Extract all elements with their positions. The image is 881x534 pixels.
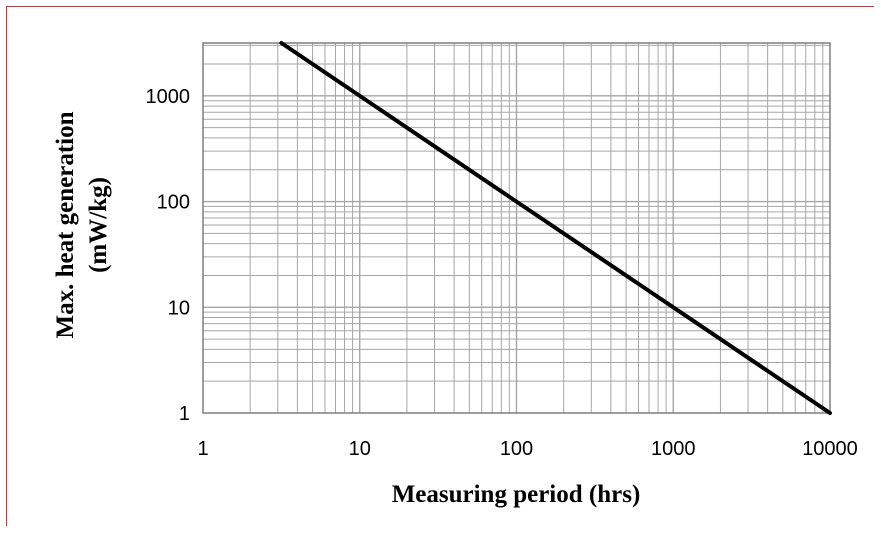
x-tick-label: 100 (500, 438, 533, 460)
y-tick-labels: 1 10 100 1000 (146, 86, 191, 425)
y-axis-title-line2: (mW/kg) (85, 177, 112, 273)
plot-area-border (202, 42, 831, 414)
series-group (279, 41, 832, 415)
grid-lines (203, 43, 830, 413)
x-axis-title: Measuring period (hrs) (392, 481, 641, 508)
x-tick-labels: 1 10 100 1000 10000 (197, 438, 857, 460)
y-axis-title-line1: Max. heat generation (52, 111, 79, 338)
x-tick-label: 10000 (802, 438, 858, 460)
series-line-1 (279, 41, 832, 415)
plot-border (202, 42, 831, 414)
chart-frame (6, 6, 874, 526)
x-tick-label: 1000 (651, 438, 696, 460)
y-tick-label: 10 (168, 297, 190, 319)
x-tick-label: 1 (197, 438, 208, 460)
x-tick-label: 10 (349, 438, 371, 460)
y-tick-label: 1 (179, 403, 190, 425)
y-tick-label: 100 (157, 192, 190, 214)
y-tick-label: 1000 (146, 86, 191, 108)
